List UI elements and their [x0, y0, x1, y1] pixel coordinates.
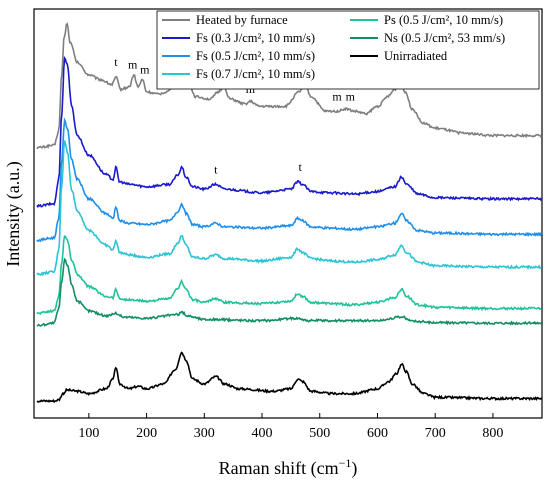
- series-line: [36, 257, 543, 327]
- peak-annotation: m: [332, 89, 342, 103]
- legend-label: Fs (0.7 J/cm², 10 mm/s): [196, 67, 315, 81]
- peak-annotation: t: [214, 162, 218, 176]
- x-tick-label: 600: [367, 426, 388, 441]
- peak-annotation: t: [298, 160, 302, 174]
- series-line: [36, 22, 543, 150]
- legend-label: Heated by furnace: [196, 13, 288, 27]
- x-axis-title: Raman shift (cm−1): [219, 456, 358, 479]
- series-line: [36, 140, 542, 277]
- legend-label: Fs (0.5 J/cm², 10 mm/s): [196, 49, 315, 63]
- legend-label: Ps (0.5 J/cm², 10 mm/s): [384, 13, 503, 27]
- x-tick-label: 300: [194, 426, 215, 441]
- peak-annotation: m: [140, 63, 150, 77]
- peak-annotation: t: [114, 55, 118, 69]
- x-tick-label: 700: [425, 426, 446, 441]
- series-line: [36, 351, 543, 404]
- legend-label: Unirradiated: [384, 49, 448, 63]
- legend-label: Ns (0.5 J/cm², 53 mm/s): [384, 31, 505, 45]
- series-layer: [36, 22, 543, 404]
- y-axis-title: Intensity (a.u.): [3, 161, 24, 266]
- series-line: [36, 55, 543, 209]
- legend: Heated by furnace Fs (0.3 J/cm², 10 mm/s)…: [156, 10, 540, 90]
- plot-frame: [33, 8, 543, 419]
- series-line: [36, 117, 543, 243]
- peak-annotation: m: [128, 58, 138, 72]
- x-tick-label: 200: [136, 426, 157, 441]
- x-tick-label: 100: [78, 426, 99, 441]
- x-tick-label: 800: [482, 426, 503, 441]
- legend-box: [156, 10, 540, 90]
- peak-annotation: m: [346, 89, 356, 103]
- legend-label: Fs (0.3 J/cm², 10 mm/s): [196, 31, 315, 45]
- x-tick-label: 400: [252, 426, 273, 441]
- series-line: [36, 235, 542, 316]
- x-tick-label: 500: [309, 426, 330, 441]
- x-axis-ticks: 100 200 300 400 500 600 700 800: [78, 413, 503, 441]
